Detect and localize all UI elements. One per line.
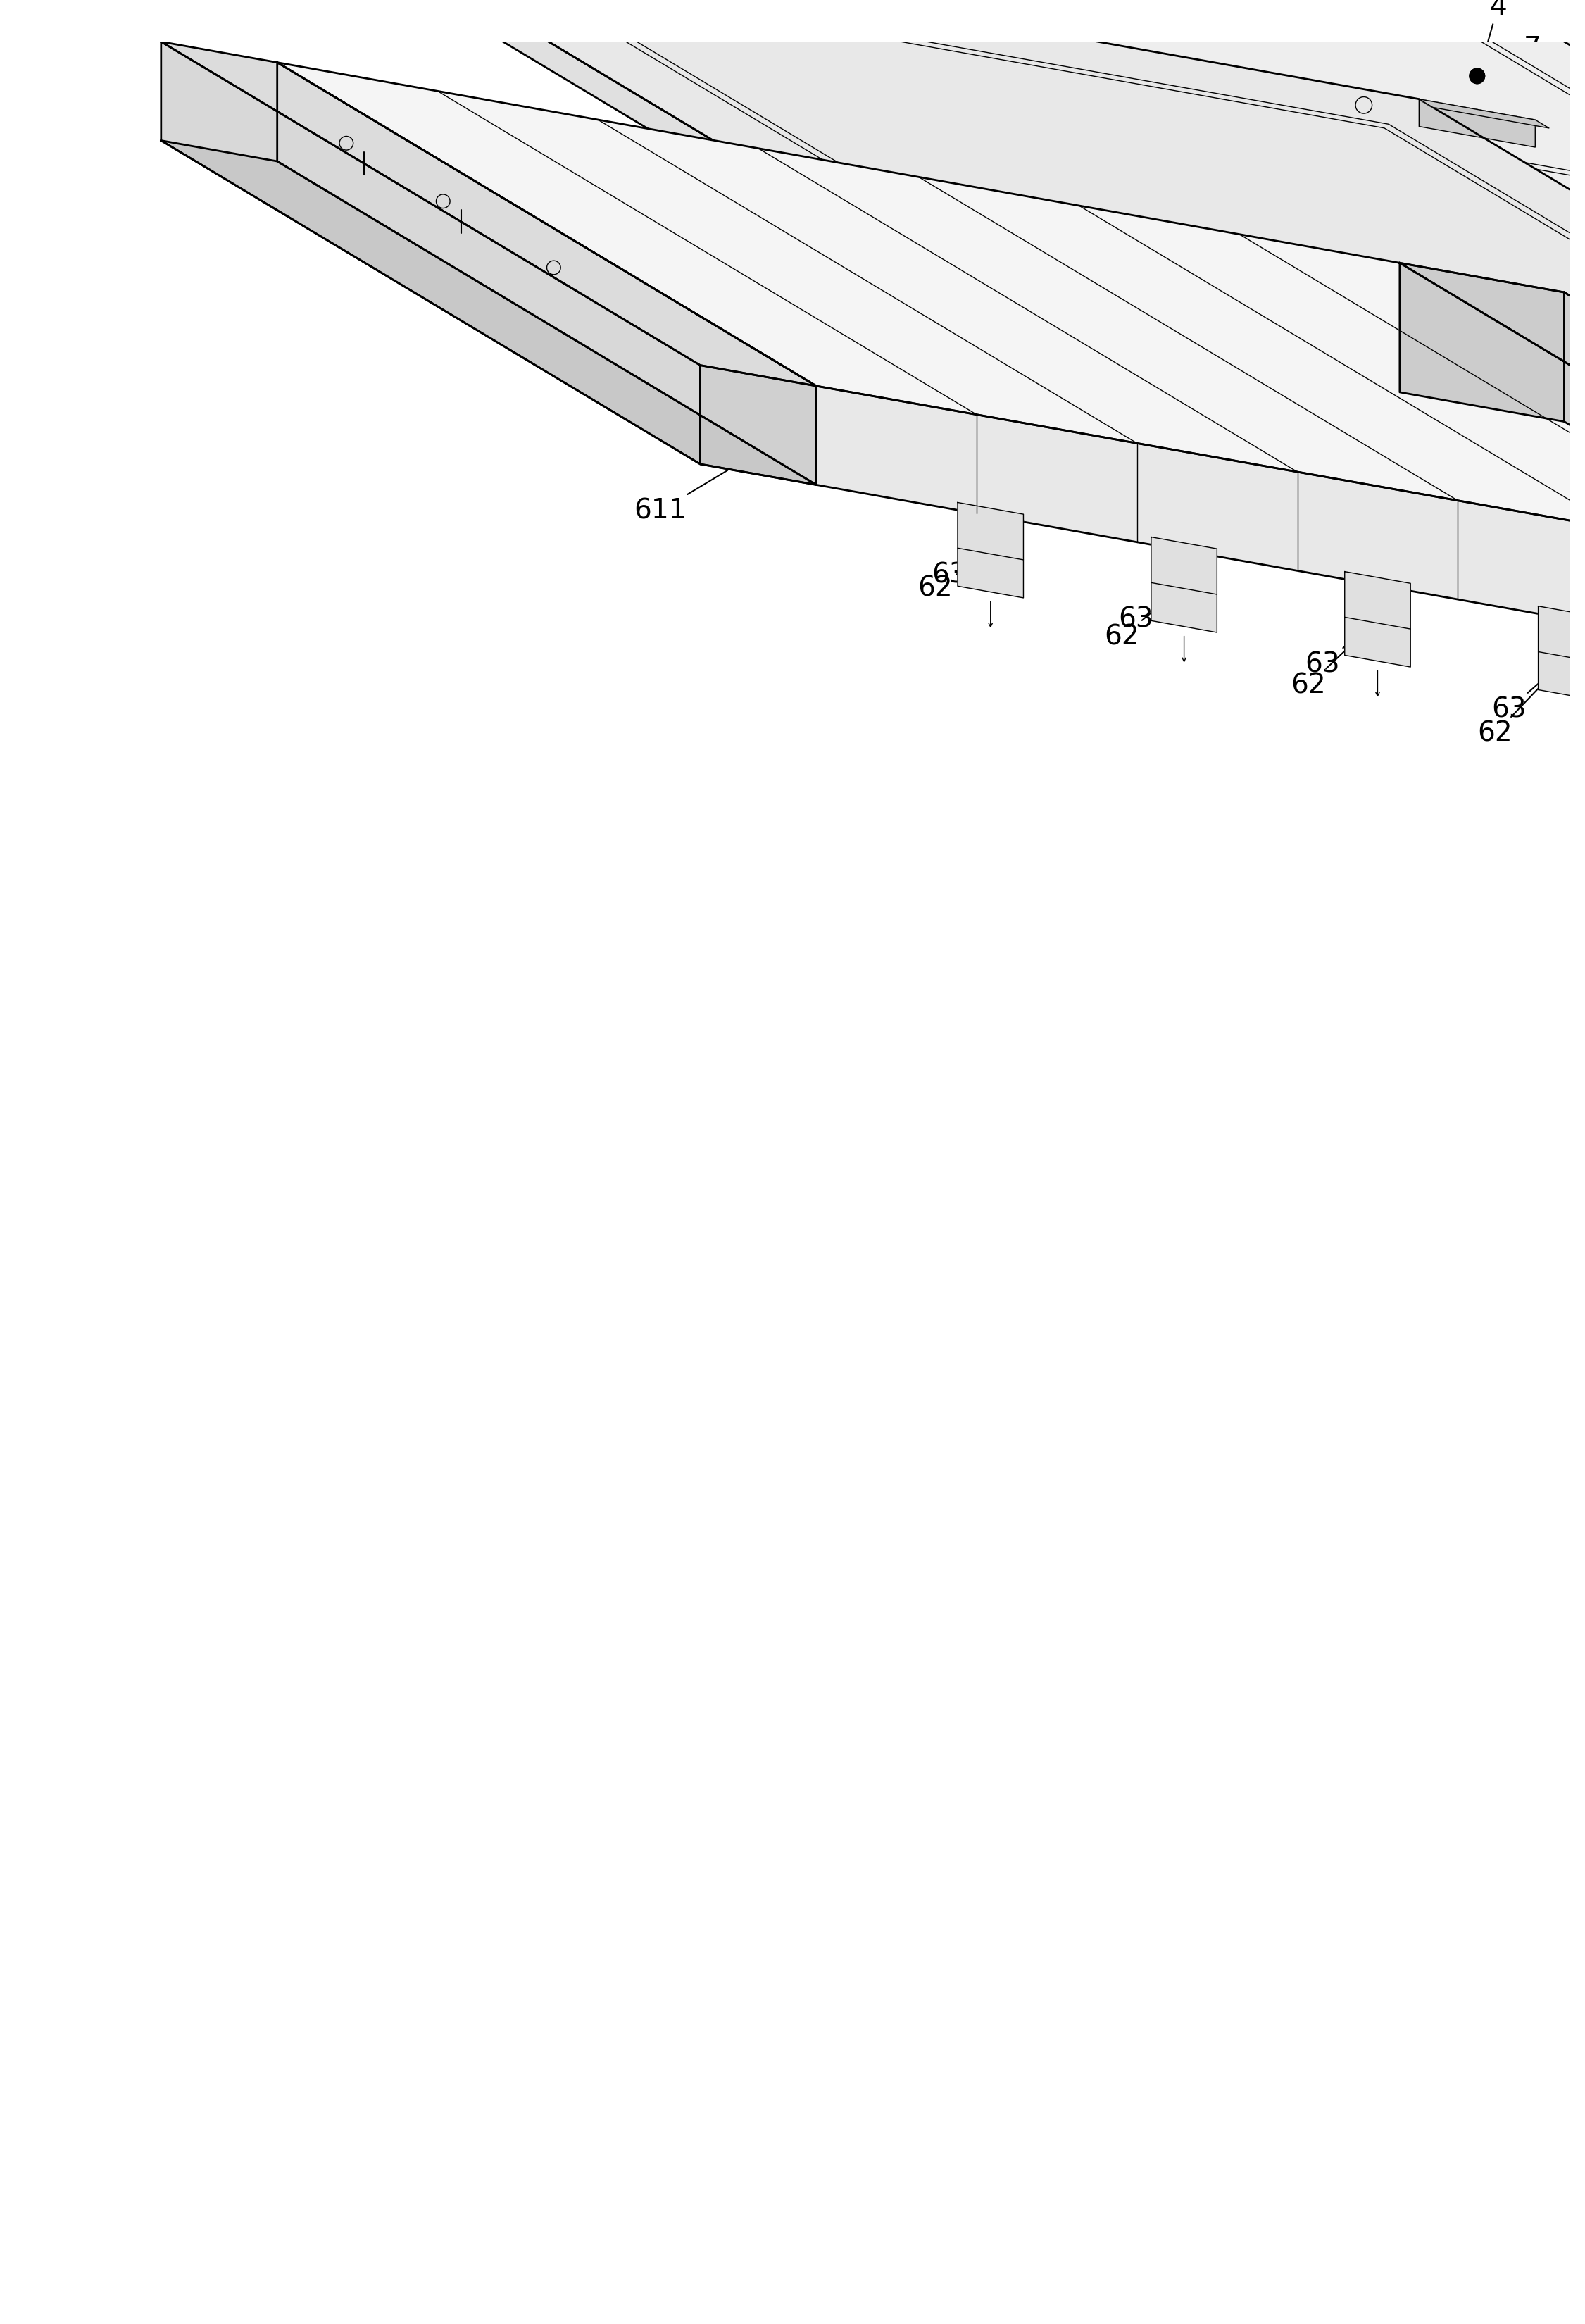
Polygon shape [277, 63, 816, 486]
Polygon shape [162, 42, 816, 386]
Text: 63: 63 [1304, 625, 1373, 679]
Text: 63: 63 [1117, 590, 1179, 632]
Circle shape [1469, 67, 1485, 84]
Text: 611: 611 [634, 469, 728, 525]
Text: 43: 43 [716, 246, 815, 274]
Polygon shape [1419, 0, 1536, 5]
Polygon shape [1400, 263, 1585, 616]
Text: 42: 42 [769, 198, 853, 225]
Text: 62: 62 [1105, 590, 1179, 651]
Polygon shape [854, 81, 1585, 309]
Polygon shape [277, 63, 1585, 586]
Polygon shape [1419, 100, 1549, 128]
Text: 62: 62 [918, 555, 986, 602]
Text: 51: 51 [769, 67, 853, 95]
Polygon shape [1537, 607, 1585, 702]
Polygon shape [854, 225, 1585, 451]
Text: 62: 62 [1477, 660, 1566, 746]
Polygon shape [701, 365, 816, 486]
Polygon shape [315, 0, 1585, 279]
Polygon shape [1400, 263, 1564, 421]
Text: 7: 7 [1493, 35, 1541, 65]
Polygon shape [1564, 293, 1585, 746]
Polygon shape [957, 502, 1024, 597]
Text: 61: 61 [412, 128, 510, 163]
Polygon shape [816, 386, 1585, 686]
Text: 63: 63 [1491, 660, 1566, 723]
Polygon shape [162, 42, 701, 465]
Text: 62: 62 [1292, 625, 1373, 700]
Polygon shape [315, 0, 854, 112]
Text: 63: 63 [932, 555, 986, 588]
Text: 41: 41 [1493, 116, 1550, 142]
Polygon shape [867, 0, 1585, 119]
Text: 4: 4 [1485, 0, 1507, 53]
Polygon shape [1151, 537, 1217, 632]
Polygon shape [349, 0, 1585, 98]
Polygon shape [315, 0, 1585, 423]
Polygon shape [315, 0, 854, 253]
Polygon shape [1419, 100, 1536, 146]
Polygon shape [1344, 572, 1411, 667]
Polygon shape [162, 139, 816, 486]
